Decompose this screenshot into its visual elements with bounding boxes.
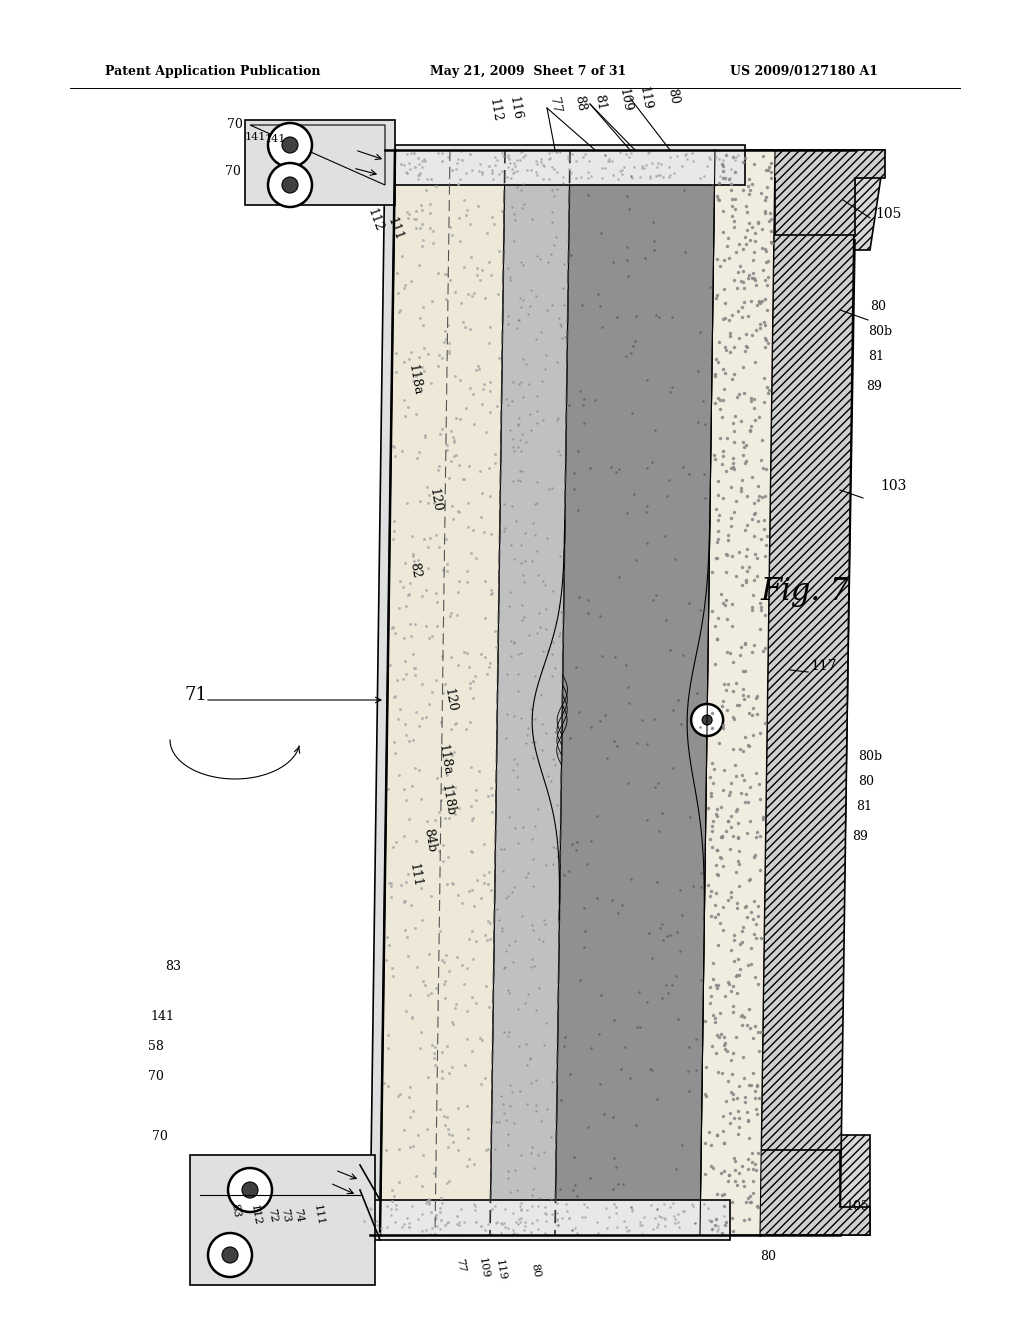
Text: Patent Application Publication: Patent Application Publication [105,66,321,78]
Circle shape [282,137,298,153]
Polygon shape [760,240,855,1144]
Text: 80: 80 [666,87,681,106]
Text: 72: 72 [266,1208,279,1222]
Polygon shape [355,1200,730,1239]
Text: 109: 109 [616,87,634,114]
Text: 83: 83 [165,960,181,973]
Text: 88: 88 [572,94,588,112]
Circle shape [228,1168,272,1212]
Bar [190,1155,375,1284]
Text: 112: 112 [486,98,504,123]
Text: 81: 81 [592,92,608,111]
Text: 77: 77 [454,1257,466,1272]
Text: 81: 81 [868,350,884,363]
Text: US 2009/0127180 A1: US 2009/0127180 A1 [730,66,878,78]
Polygon shape [380,150,505,1236]
Text: 103: 103 [880,479,906,492]
Text: 77: 77 [547,96,563,114]
Polygon shape [720,1150,870,1236]
Text: 58: 58 [148,1040,164,1053]
Polygon shape [760,150,855,1236]
Circle shape [268,123,312,168]
Text: 141: 141 [150,1010,174,1023]
Text: 80: 80 [858,775,874,788]
Circle shape [702,715,712,725]
Text: 141: 141 [245,132,265,143]
Text: 80: 80 [870,300,886,313]
Polygon shape [700,150,775,1236]
Circle shape [208,1233,252,1276]
Text: 84b: 84b [422,828,438,853]
Text: 112: 112 [248,1204,262,1226]
Text: 73: 73 [279,1208,291,1222]
Text: 118a: 118a [436,743,454,776]
Text: 81: 81 [856,800,872,813]
Text: 120: 120 [427,487,443,513]
Text: 118b: 118b [439,783,457,817]
Text: 89: 89 [852,830,868,843]
Polygon shape [555,150,715,1236]
Text: 112: 112 [365,206,385,234]
Text: 109: 109 [476,1257,489,1279]
Text: 116: 116 [507,95,523,121]
Polygon shape [395,145,745,185]
Text: 118a: 118a [406,363,424,396]
Text: 70: 70 [227,117,243,131]
Polygon shape [370,150,395,1236]
Bar [245,120,395,205]
Text: 82: 82 [408,561,423,579]
Text: 83: 83 [228,1203,242,1218]
Text: 80b: 80b [868,325,892,338]
Text: 111: 111 [311,1204,325,1226]
Text: 70: 70 [225,165,241,178]
Polygon shape [750,150,885,249]
Text: 70: 70 [148,1071,164,1082]
Text: Fig. 7: Fig. 7 [760,576,849,607]
Text: 80: 80 [528,1262,541,1278]
Text: 119: 119 [637,84,653,111]
Circle shape [282,177,298,193]
Text: 105: 105 [845,1200,869,1213]
Polygon shape [735,150,885,235]
Circle shape [691,704,723,737]
Text: 89: 89 [866,380,882,393]
Polygon shape [750,1135,870,1236]
Circle shape [222,1247,238,1263]
Text: 105: 105 [874,207,901,220]
Circle shape [242,1181,258,1199]
Circle shape [268,162,312,207]
Text: 120: 120 [441,688,459,713]
Text: 74: 74 [292,1208,304,1222]
Text: 80b: 80b [858,750,882,763]
Text: 111: 111 [407,862,424,888]
Text: 80: 80 [760,1250,776,1263]
Text: 111: 111 [385,216,406,243]
Text: 117: 117 [810,659,837,673]
Text: May 21, 2009  Sheet 7 of 31: May 21, 2009 Sheet 7 of 31 [430,66,627,78]
Text: 71: 71 [185,686,208,704]
Text: 141: 141 [264,135,286,144]
Text: 119: 119 [494,1258,507,1282]
Polygon shape [490,150,570,1236]
Text: 70: 70 [152,1130,168,1143]
